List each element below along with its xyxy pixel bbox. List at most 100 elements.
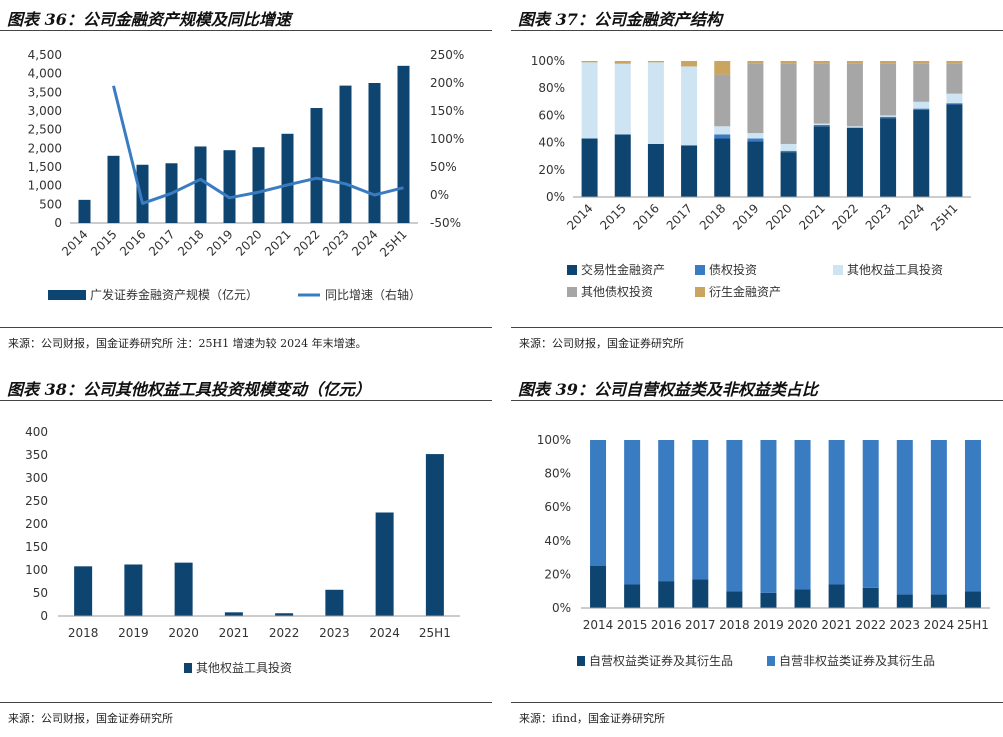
bar-segment <box>813 61 830 64</box>
bar-segment <box>964 591 981 608</box>
source-text: 来源：公司财报，国金证券研究所 <box>519 337 684 350</box>
y-tick-label: 50 <box>33 586 48 600</box>
chart-36: 0 500 1,000 1,500 2,000 2,500 3,000 3,500 4,000 4… <box>28 48 465 302</box>
bar-segment <box>714 74 731 127</box>
bar <box>74 566 93 616</box>
bar-segment <box>896 440 913 595</box>
y-tick-label: 40% <box>538 136 565 150</box>
bar-segment <box>581 62 598 139</box>
bar-segment <box>681 61 698 67</box>
y-tick-label: 100% <box>537 433 571 447</box>
bar-segment <box>913 63 930 102</box>
source-note: 来源：公司财报，国金证券研究所 注：25H1 增速为较 2024 年末增速。 <box>0 327 492 368</box>
y-tick-label: 350 <box>25 448 48 462</box>
y-tick-label: 4,000 <box>28 67 62 81</box>
x-tick-label: 2016 <box>651 618 682 632</box>
x-tick-label: 2021 <box>262 227 293 258</box>
legend-swatch <box>695 287 705 297</box>
panel-header: 图表 37：公司金融资产结构 <box>511 0 1003 31</box>
bar-segment <box>581 138 598 197</box>
bar-segment <box>913 108 930 110</box>
x-tick-label: 2016 <box>631 201 662 232</box>
y-tick-label: 0% <box>546 190 565 204</box>
bar-segment <box>862 587 879 608</box>
x-tick-label: 2015 <box>597 201 628 232</box>
bar-segment <box>747 133 764 139</box>
bar-segment <box>896 594 913 608</box>
panel-title: 图表 39：公司自营权益类及非权益类占比 <box>518 380 818 399</box>
legend-label: 其他权益工具投资 <box>196 660 292 675</box>
bar-segment <box>946 61 963 64</box>
chart-38: 0 50 100 150 200 250 300 350 400 2018 2019 2020 2021… <box>25 425 460 675</box>
bar-segment <box>681 145 698 197</box>
legend-swatch <box>695 265 705 275</box>
legend-label: 其他权益工具投资 <box>847 262 943 277</box>
y2-tick-label: 100% <box>430 132 464 146</box>
x-tick-label: 2022 <box>830 201 861 232</box>
x-tick-label: 2014 <box>59 227 90 258</box>
x-tick-label: 25H1 <box>419 626 451 640</box>
legend-label: 同比增速（右轴） <box>325 287 421 302</box>
bar-segment <box>614 63 631 135</box>
bar-segment <box>946 93 963 104</box>
legend-swatch <box>567 265 577 275</box>
x-tick-label: 2018 <box>68 626 99 640</box>
source-note: 来源：公司财报，国金证券研究所 <box>0 702 492 737</box>
bar-segment <box>760 440 777 593</box>
y-tick-label: 100% <box>531 54 565 68</box>
source-note: 来源：ifind，国金证券研究所 <box>511 702 1003 737</box>
bar-segment <box>846 127 863 197</box>
x-tick-label: 2019 <box>730 201 761 232</box>
legend-swatch <box>577 656 585 666</box>
bar-segment <box>658 440 675 582</box>
bar-segment <box>946 63 963 94</box>
y-tick-label: 200 <box>25 517 48 531</box>
bar <box>375 512 394 616</box>
bar-segment <box>647 61 664 63</box>
bar <box>78 199 91 223</box>
legend-label: 自营权益类证券及其衍生品 <box>589 653 733 668</box>
x-tick-label: 2019 <box>118 626 149 640</box>
bar-segment <box>880 116 897 119</box>
bar <box>174 562 193 616</box>
x-tick-label: 2021 <box>219 626 250 640</box>
source-note: 来源：公司财报，国金证券研究所 <box>511 327 1003 368</box>
bar-segment <box>658 581 675 608</box>
bar <box>252 147 265 223</box>
bar-segment <box>624 584 641 608</box>
x-tick-label: 2021 <box>796 201 827 232</box>
bar <box>425 454 444 616</box>
bar-segment <box>780 61 797 64</box>
chart-39: 0%20%40%60%80%100%2014 2015 2016 2017 2018 20… <box>537 433 990 668</box>
y2-tick-label: 50% <box>430 160 457 174</box>
bar-segment <box>862 440 879 588</box>
y2-tick-label: 0% <box>430 188 449 202</box>
y-tick-label: 40% <box>544 534 571 548</box>
bar <box>368 83 381 223</box>
x-tick-label: 2015 <box>617 618 648 632</box>
y-tick-label: 20% <box>544 567 571 581</box>
x-tick-label: 2015 <box>88 227 119 258</box>
bar <box>194 146 207 223</box>
bar-segment <box>747 61 764 64</box>
y-tick-label: 2,500 <box>28 123 62 137</box>
bar-segment <box>828 584 845 608</box>
x-tick-label: 2024 <box>924 618 955 632</box>
y-tick-label: 1,000 <box>28 179 62 193</box>
bar-segment <box>714 138 731 197</box>
bar-segment <box>964 440 981 592</box>
x-tick-label: 2017 <box>664 201 695 232</box>
bar <box>281 133 294 223</box>
y2-tick-label: 250% <box>430 48 464 62</box>
y-tick-label: 300 <box>25 471 48 485</box>
bar <box>136 164 149 223</box>
panel-37: 图表 37：公司金融资产结构 0% 20% 40% 60% 80% 100% 2014 201… <box>511 0 1003 368</box>
x-tick-label: 2022 <box>269 626 300 640</box>
y-tick-label: 400 <box>25 425 48 439</box>
x-tick-label: 2023 <box>319 626 350 640</box>
x-tick-label: 2023 <box>863 201 894 232</box>
bar-segment <box>726 440 743 592</box>
x-tick-label: 2024 <box>896 201 927 232</box>
bar-segment <box>681 66 698 146</box>
y-tick-label: 80% <box>544 467 571 481</box>
